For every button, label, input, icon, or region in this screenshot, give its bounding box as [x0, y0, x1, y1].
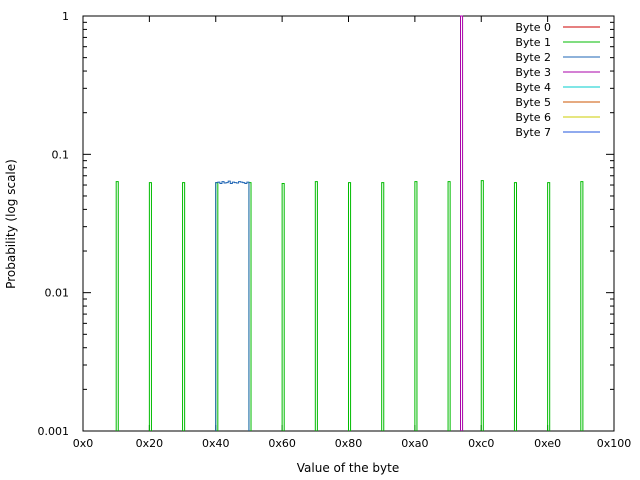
spike-byte-1 — [381, 182, 385, 431]
block-byte-2 — [215, 180, 250, 431]
legend-label: Byte 2 — [515, 51, 551, 64]
legend-label: Byte 6 — [515, 111, 551, 124]
spike-byte-1 — [348, 182, 352, 431]
x-tick-label: 0x80 — [335, 437, 363, 450]
legend-label: Byte 3 — [515, 66, 551, 79]
spike-byte-1 — [513, 182, 518, 431]
x-tick-label: 0xe0 — [534, 437, 561, 450]
spike-byte-1 — [447, 181, 451, 431]
spike-byte-1 — [580, 181, 584, 431]
x-axis-label: Value of the byte — [297, 461, 399, 475]
y-tick-label: 0.1 — [52, 148, 70, 161]
spike-byte-1 — [148, 182, 152, 431]
spike-byte-1 — [414, 181, 418, 431]
x-tick-label: 0x0 — [73, 437, 94, 450]
legend: Byte 0 Byte 1 Byte 2 Byte 3 Byte 4 Byte 5 Byte… — [515, 21, 600, 139]
y-tick-label: 0.01 — [45, 287, 70, 300]
y-tick-label: 0.001 — [38, 425, 70, 438]
legend-label: Byte 7 — [515, 126, 551, 139]
x-tick-label: 0x100 — [597, 437, 632, 450]
legend-label: Byte 1 — [515, 36, 551, 49]
legend-label: Byte 4 — [515, 81, 551, 94]
x-tick-label: 0xc0 — [468, 437, 494, 450]
data-layer — [115, 15, 584, 431]
spike-byte-1 — [182, 182, 186, 431]
spike-byte-1 — [314, 181, 318, 431]
spike-byte-1 — [547, 182, 551, 431]
y-axis-label: Probability (log scale) — [4, 159, 18, 289]
spike-byte-1 — [281, 183, 285, 431]
y-tick-label: 1 — [62, 10, 69, 23]
x-tick-label: 0x40 — [202, 437, 230, 450]
legend-label: Byte 5 — [515, 96, 551, 109]
x-tick-label: 0x60 — [268, 437, 296, 450]
legend-label: Byte 0 — [515, 21, 551, 34]
spike-byte-1 — [480, 180, 484, 431]
spike-byte-3 — [460, 15, 464, 431]
x-tick-label: 0x20 — [136, 437, 164, 450]
x-tick-label: 0xa0 — [401, 437, 428, 450]
spike-byte-1 — [115, 181, 119, 431]
tick-layer: 0x0 0x20 0x40 0x60 0x80 0xa0 0xc0 0xe0 0x100 0.00… — [38, 10, 632, 450]
